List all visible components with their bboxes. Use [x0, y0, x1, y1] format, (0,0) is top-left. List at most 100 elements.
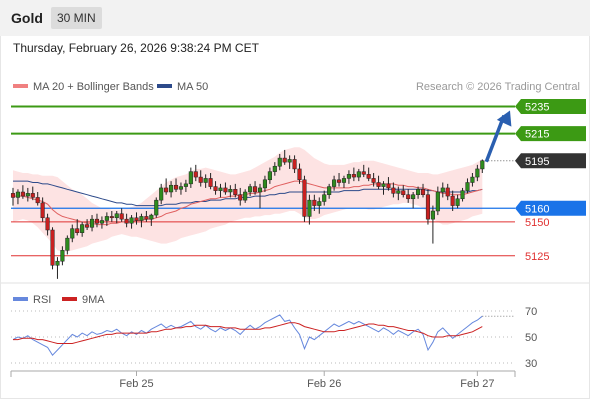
support-level-label: 5125 [525, 251, 549, 263]
candle [134, 212, 139, 225]
rsi-tick-label: 30 [525, 358, 537, 370]
legend-label: MA 20 + Bollinger Bands [33, 81, 154, 93]
candle-body [60, 250, 65, 262]
candle [430, 205, 435, 244]
candle [55, 257, 60, 279]
candle-body [267, 171, 272, 181]
candle [307, 194, 312, 225]
candle-body [89, 218, 95, 228]
candle [149, 213, 154, 226]
candle [475, 164, 480, 182]
candle [406, 189, 411, 203]
candle-body [15, 191, 20, 198]
top-bar: Gold 30 MIN [0, 0, 590, 36]
candle [460, 187, 465, 202]
candle [85, 219, 90, 230]
candle [445, 183, 450, 201]
candle-body [435, 191, 440, 212]
candle [228, 185, 233, 198]
rsi-tick-label: 70 [525, 306, 537, 318]
candle-body [104, 216, 109, 221]
candle-body [173, 184, 179, 190]
candle [124, 213, 129, 228]
legend-label: MA 50 [177, 81, 208, 93]
candle [425, 189, 431, 225]
candle-body [233, 189, 238, 195]
price-tag [515, 99, 586, 114]
candle-body [35, 197, 40, 204]
candle-body [80, 224, 85, 233]
candle-body [257, 187, 263, 193]
candle [282, 149, 287, 165]
candle [45, 213, 50, 236]
candle-body [243, 191, 248, 201]
candle-body [282, 157, 287, 163]
candle [213, 181, 218, 195]
candle-body [386, 183, 391, 189]
candle [233, 183, 238, 198]
candle-body [149, 214, 154, 220]
candle-body [45, 217, 50, 231]
x-tick-label: Feb 26 [307, 378, 341, 390]
candle [60, 246, 65, 266]
candle-body [169, 184, 174, 193]
candle-body [356, 171, 361, 178]
candle [164, 178, 169, 195]
candle-body [287, 159, 292, 163]
candle-body [332, 179, 337, 187]
candle-body [430, 210, 435, 220]
rsi-ma9-line [13, 322, 483, 344]
candle [40, 197, 45, 222]
candle [89, 215, 95, 232]
candle-body [114, 213, 119, 219]
candle-body [99, 220, 104, 224]
timeframe-button[interactable]: 30 MIN [51, 7, 102, 29]
candle-body [465, 182, 470, 191]
candle [20, 185, 25, 199]
candle [287, 155, 292, 169]
candle-body [139, 216, 144, 221]
candle-body [391, 187, 396, 194]
candle-body [159, 187, 164, 201]
candle [371, 173, 376, 187]
candle-body [480, 160, 485, 170]
candle [366, 167, 371, 182]
candle-body [371, 178, 376, 183]
candle-body [341, 178, 347, 183]
candle-body [198, 176, 203, 183]
candle [411, 192, 416, 209]
candle-body [346, 174, 351, 179]
candle [35, 192, 40, 206]
candle [341, 175, 347, 188]
candle-body [351, 174, 356, 178]
candle-body [297, 168, 302, 181]
candle [416, 186, 421, 199]
candle-body [25, 193, 30, 197]
candle [75, 219, 80, 236]
candle-body [223, 187, 228, 193]
candle [188, 167, 193, 188]
candle-body [164, 187, 169, 193]
candle [396, 186, 401, 201]
candle [223, 182, 228, 195]
candle [267, 167, 272, 184]
candle [401, 185, 406, 198]
candle [15, 189, 20, 205]
forecast-arrow-head [496, 110, 512, 127]
support-level-label: 5150 [525, 217, 549, 229]
bollinger-band [13, 147, 483, 252]
candle [173, 178, 179, 192]
rsi-legend-label: 9MA [82, 294, 105, 306]
candle-body [203, 178, 208, 183]
candle-body [253, 186, 258, 193]
forecast-arrow-shaft [484, 114, 506, 163]
candle [178, 182, 184, 195]
candle-body [20, 191, 25, 197]
candle [65, 235, 70, 255]
candle [356, 168, 361, 182]
candle-body [238, 194, 243, 201]
candle-body [55, 260, 60, 266]
candle-body [401, 190, 406, 195]
candle-body [440, 187, 445, 193]
candle-body [65, 237, 70, 251]
